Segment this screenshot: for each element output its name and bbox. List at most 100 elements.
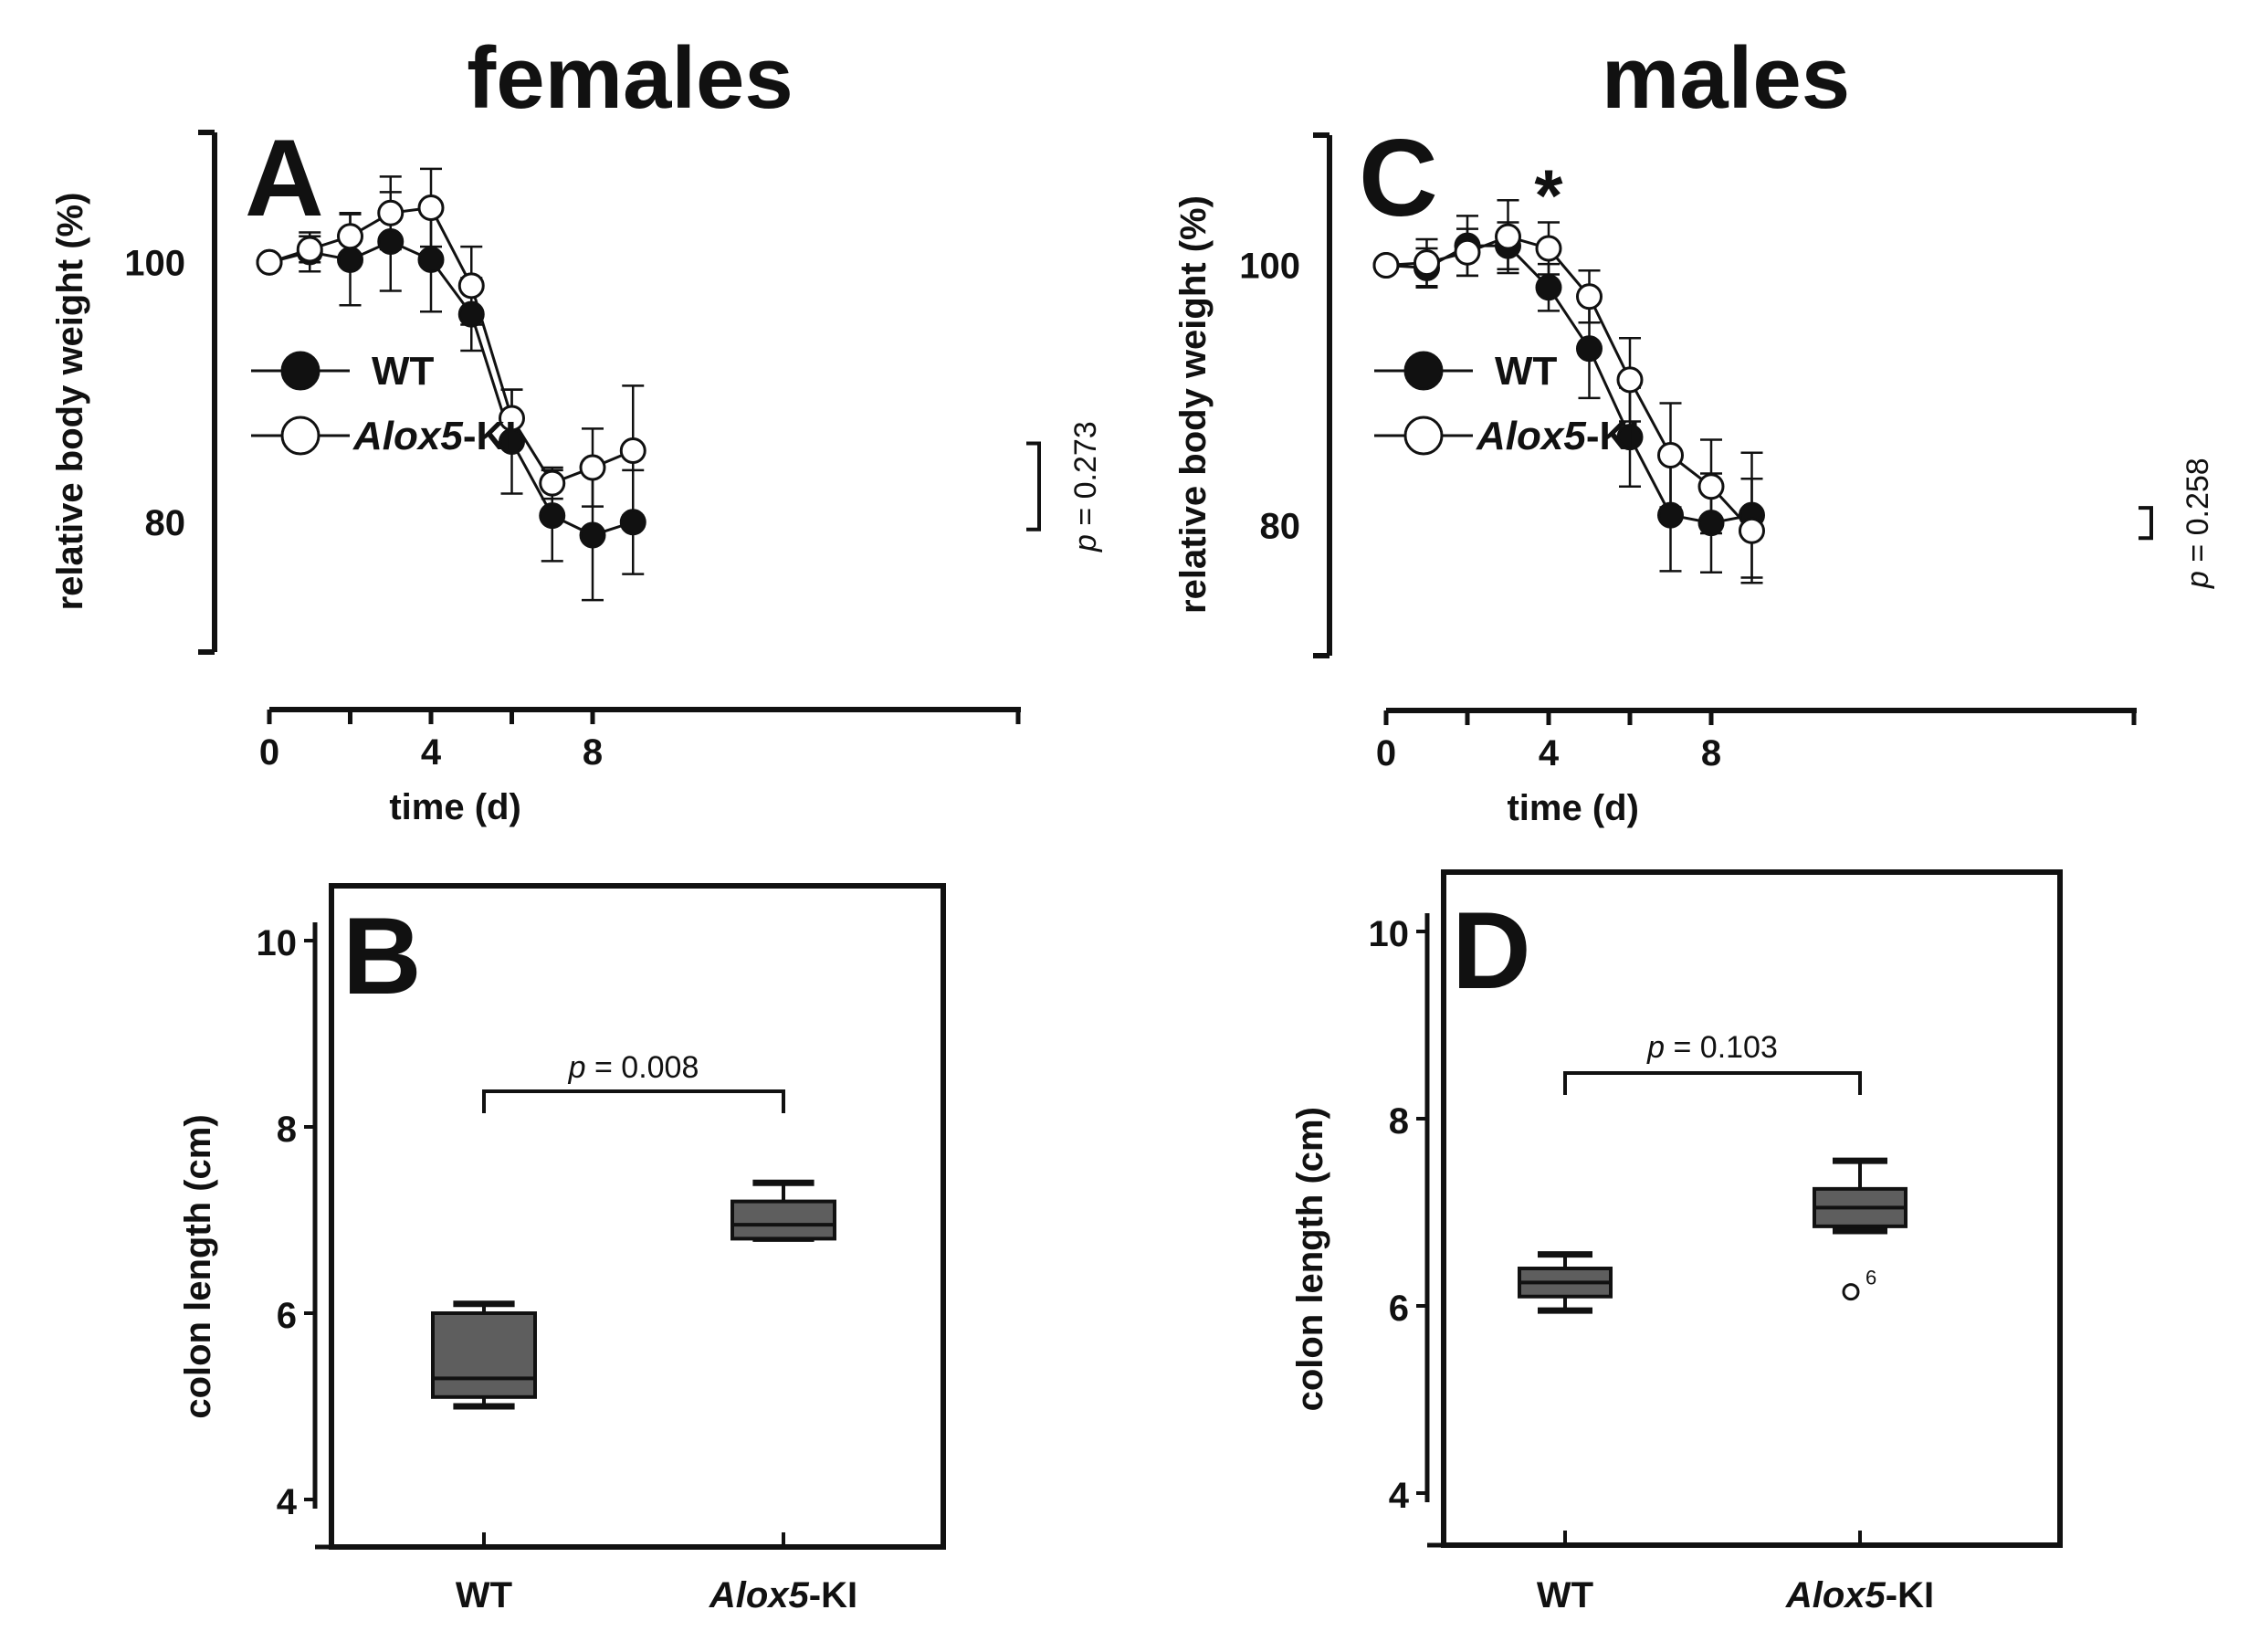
panel-c-legend-wt-label: WT xyxy=(1495,349,1558,394)
panel-a-legend-ki-label-italic: Alox5 xyxy=(352,414,463,458)
panel-a-ki-point-5 xyxy=(457,272,485,300)
panel-d-ytick-label-6: 6 xyxy=(1389,1289,1409,1329)
panel-a-pvalue-label: p = 0.273 xyxy=(1068,421,1103,552)
panel-a-pvalue-bracket xyxy=(1026,441,1041,531)
panel-c-wt-series-line xyxy=(1385,244,1752,525)
panel-b-plot-frame xyxy=(329,883,946,1550)
panel-a-ytick-label-100: 100 xyxy=(124,243,185,283)
panel-b-wt-category-label-text: WT xyxy=(456,1575,512,1615)
panel-d-wt-category-label-text: WT xyxy=(1537,1575,1593,1615)
panel-c-y-axis-label: relative body weight (%) xyxy=(1173,195,1214,614)
panel-c-legend-ki-label-text: -KI xyxy=(1586,414,1640,458)
panel-c-weight-chart-males: C 80 100 relative body weight (%) 0 4 8 time (d… xyxy=(1173,117,2215,828)
panel-b-ytick-label-8: 8 xyxy=(277,1110,297,1150)
panel-c-xtick-label-0: 0 xyxy=(1376,733,1396,773)
panel-c-letter: C xyxy=(1359,117,1438,239)
panel-a-ki-point-3 xyxy=(377,199,405,226)
panel-d-ytick-label-8: 8 xyxy=(1389,1101,1409,1142)
panel-b-letter: B xyxy=(342,895,422,1017)
panel-b-pvalue-label-text: = 0.008 xyxy=(586,1050,699,1085)
panel-c-pvalue-bracket xyxy=(2139,506,2153,541)
panel-a-legend-ki-label-text: -KI xyxy=(463,414,517,458)
panel-a-legend-wt-marker xyxy=(280,351,321,391)
panel-c-ki-point-9 xyxy=(1739,517,1765,544)
panel-a-legend-ki-label: Alox5-KI xyxy=(352,414,516,458)
panel-c-wt-point-8 xyxy=(1697,510,1725,537)
panel-a-ki-point-8 xyxy=(579,454,606,481)
panel-c-wt-point-5 xyxy=(1576,335,1603,363)
panel-b-pvalue-label-italic: p xyxy=(568,1050,586,1085)
panel-c-ki-point-3 xyxy=(1495,223,1521,250)
panel-a-ki-point-9 xyxy=(619,437,646,465)
panel-a-weight-chart-females: A 80 100 relative body weight (%) 0 4 8 time (d… xyxy=(50,117,1103,827)
panel-a-ytick-label-80: 80 xyxy=(145,503,186,543)
panel-d-ki-category-label: Alox5-KI xyxy=(1785,1575,1934,1615)
panel-a-y-axis-label: relative body weight (%) xyxy=(50,193,90,611)
panel-a-wt-point-3 xyxy=(377,227,405,255)
panel-c-ki-point-6 xyxy=(1616,366,1644,394)
panel-c-x-axis-label: time (d) xyxy=(1507,788,1638,828)
panel-b-pvalue-label: p = 0.008 xyxy=(568,1050,699,1085)
panel-a-xtick-label-4: 4 xyxy=(421,732,442,773)
panel-c-pvalue-label: p = 0.258 xyxy=(2181,458,2215,589)
panel-c-ki-point-8 xyxy=(1697,473,1725,500)
panel-c-ki-point-5 xyxy=(1576,283,1603,310)
panel-c-ki-point-1 xyxy=(1414,249,1440,277)
panel-c-wt-point-6 xyxy=(1616,424,1644,451)
panel-a-legend-ki-marker xyxy=(280,416,321,456)
panel-a-ki-point-6 xyxy=(499,405,525,432)
panel-c-ytick-label-100: 100 xyxy=(1239,247,1300,287)
panel-c-ki-point-4 xyxy=(1535,235,1562,262)
panel-c-pvalue-label-italic: p xyxy=(2181,571,2215,589)
panel-a-xtick-label-8: 8 xyxy=(583,732,603,773)
panel-b-y-axis-label: colon length (cm) xyxy=(178,1114,218,1418)
panel-a-ki-series-line xyxy=(268,205,634,485)
panel-d-pvalue-label: p = 0.103 xyxy=(1646,1030,1778,1065)
panel-a-wt-series-line xyxy=(268,239,634,537)
panel-b-ki-category-label-text: -KI xyxy=(809,1575,857,1615)
panel-c-ki-point-0 xyxy=(1372,252,1400,279)
panel-c-ytick-label-80: 80 xyxy=(1260,507,1301,547)
panel-a-wt-point-4 xyxy=(417,246,445,273)
panel-a-pvalue-label-text: = 0.273 xyxy=(1068,421,1103,534)
panel-d-ytick-label-10: 10 xyxy=(1369,914,1410,954)
panel-a-xtick-label-0: 0 xyxy=(259,732,279,773)
panel-c-xtick-label-4: 4 xyxy=(1539,733,1560,773)
panel-d-pvalue-label-italic: p xyxy=(1646,1030,1665,1065)
panel-d-colon-boxplot-males: 4 6 8 10 colon length (cm) D WT 6 Alox5-KI p = 0.… xyxy=(1290,869,2063,1615)
panel-a-wt-point-5 xyxy=(457,300,485,328)
panel-b-ytick-label-4: 4 xyxy=(277,1482,298,1522)
panel-b-ytick-label-10: 10 xyxy=(257,923,298,963)
panel-b-wt-category-label: WT xyxy=(456,1575,512,1615)
panel-a-ki-point-0 xyxy=(256,248,283,276)
panel-d-ki-category-label-italic: Alox5 xyxy=(1785,1575,1886,1615)
panel-d-ki-outlier-label-0: 6 xyxy=(1865,1267,1876,1289)
panel-d-ki-outlier-0 xyxy=(1842,1283,1860,1301)
panel-d-pvalue-label-text: = 0.103 xyxy=(1665,1030,1778,1065)
panel-a-wt-point-9 xyxy=(619,509,646,536)
title-females: females xyxy=(467,29,793,127)
panel-a-ki-point-7 xyxy=(539,469,566,497)
panel-a-letter: A xyxy=(245,117,324,239)
panel-b-pvalue-bracket xyxy=(482,1089,785,1113)
panel-b-colon-boxplot-females: 4 6 8 10 colon length (cm) B WT Alox5-KI p = 0.0… xyxy=(178,883,946,1615)
panel-c-pvalue-label-text: = 0.258 xyxy=(2181,458,2215,571)
panel-d-wt-category-label: WT xyxy=(1537,1575,1593,1615)
panel-b-wt-box xyxy=(431,1311,537,1399)
title-males: males xyxy=(1602,29,1850,127)
panel-d-plot-frame xyxy=(1441,869,2063,1548)
panel-c-ki-point-2 xyxy=(1454,238,1481,266)
panel-c-legend-ki-label-italic: Alox5 xyxy=(1476,414,1586,458)
panel-c-ki-series-line xyxy=(1385,235,1753,532)
panel-a-pvalue-label-italic: p xyxy=(1068,534,1103,552)
panel-c-ki-point-7 xyxy=(1657,442,1684,469)
panel-b-ki-box xyxy=(730,1199,836,1241)
panel-a-wt-point-8 xyxy=(579,521,606,549)
panel-c-significance-asterisk: * xyxy=(1534,154,1563,236)
panel-a-legend-wt-label: WT xyxy=(372,349,435,394)
panel-b-ytick-label-6: 6 xyxy=(277,1296,297,1336)
panel-c-legend-ki-marker xyxy=(1403,416,1444,456)
panel-d-y-axis-label: colon length (cm) xyxy=(1290,1107,1330,1411)
panel-b-ki-category-label-italic: Alox5 xyxy=(709,1575,810,1615)
